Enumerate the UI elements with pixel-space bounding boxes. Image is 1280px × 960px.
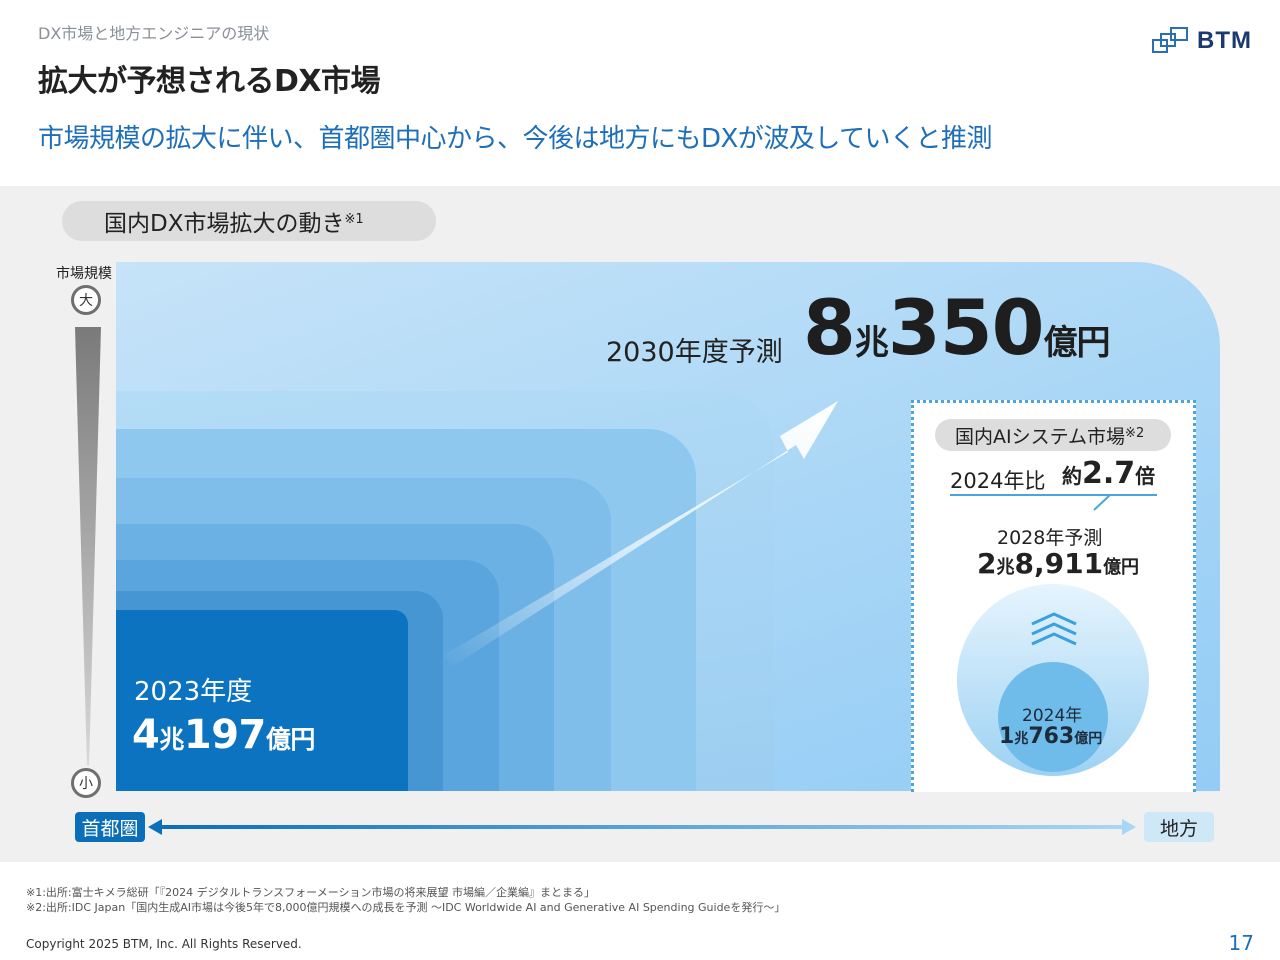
- ai-ratio-value: 約2.7倍: [1062, 456, 1155, 491]
- ai-2024-circle: [998, 662, 1108, 772]
- ai-ratio-label: 2024年比: [950, 469, 1046, 493]
- market-2023-trillion: 4: [132, 712, 160, 758]
- ai-ratio-underline: [950, 494, 1157, 496]
- market-layer-2023: [116, 610, 408, 791]
- footnote-1: ※1:出所:富士キメラ総研「『2024 デジタルトランスフォーメーション市場の将…: [26, 886, 596, 899]
- ai-2028-value: 2兆8,911億円: [977, 547, 1139, 580]
- forecast-2030-unit-yen: 億円: [1043, 323, 1111, 363]
- callout-pointer-icon: [1093, 494, 1111, 511]
- market-2023-unit-trillion: 兆: [159, 725, 184, 754]
- axis-bottom-marker: 小: [71, 768, 101, 798]
- ai-ratio-number: 2.7: [1082, 456, 1136, 491]
- ai-2024-unit-trillion: 兆: [1014, 731, 1029, 747]
- breadcrumb: DX市場と地方エンジニアの現状: [38, 24, 270, 43]
- ai-ratio-suffix: 倍: [1135, 464, 1156, 488]
- forecast-2030-trillion: 8: [803, 283, 856, 372]
- metro-area-tag: 首都圏: [75, 812, 145, 842]
- double-arrow-icon: [148, 819, 1136, 835]
- section-label-text: 国内DX市場拡大の動き: [104, 211, 345, 237]
- growth-arrow-icon: [444, 401, 838, 667]
- ai-market-label-text: 国内AIシステム市場: [955, 425, 1126, 448]
- market-2023-label: 2023年度: [134, 677, 253, 707]
- ai-2024-value: 1兆763億円: [999, 724, 1102, 749]
- forecast-2030-hundred-million: 350: [887, 283, 1045, 372]
- ai-market-label: 国内AIシステム市場 ※2: [935, 419, 1171, 451]
- ai-2024-label: 2024年: [1022, 706, 1083, 726]
- page-title: 拡大が予想されるDX市場: [38, 64, 381, 99]
- ai-2028-unit-trillion: 兆: [996, 557, 1015, 578]
- chevrons-up-icon: [1031, 612, 1077, 646]
- ai-2024-hundred-million: 763: [1028, 724, 1075, 749]
- section-label: 国内DX市場拡大の動き ※1: [62, 201, 436, 241]
- forecast-2030-label: 2030年度予測: [606, 337, 783, 368]
- axis-top-marker: 大: [71, 285, 101, 315]
- ai-2024-unit-yen: 億円: [1074, 731, 1103, 747]
- ai-market-note-mark: ※2: [1125, 425, 1145, 441]
- page-number: 17: [1228, 931, 1254, 955]
- ai-2024-trillion: 1: [999, 724, 1015, 749]
- axis-label: 市場規模: [56, 266, 112, 282]
- market-2023-value: 4兆197億円: [132, 712, 315, 758]
- logo-mark-icon: [1152, 27, 1189, 53]
- section-note-mark: ※1: [344, 211, 364, 227]
- company-logo: BTM: [1151, 26, 1252, 56]
- market-2023-unit-yen: 億円: [265, 725, 316, 754]
- footnote-2: ※2:出所:IDC Japan「国内生成AI市場は今後5年で8,000億円規模へ…: [26, 901, 786, 914]
- logo-text: BTM: [1197, 27, 1252, 54]
- ai-ratio-prefix: 約: [1062, 464, 1082, 488]
- regional-area-tag: 地方: [1144, 812, 1214, 842]
- ai-2028-trillion: 2: [977, 547, 997, 580]
- forecast-2030-value: 8兆350億円: [803, 290, 1111, 366]
- copyright: Copyright 2025 BTM, Inc. All Rights Rese…: [26, 937, 302, 951]
- forecast-2030-unit-trillion: 兆: [854, 323, 889, 363]
- ai-2028-label: 2028年予測: [997, 527, 1103, 549]
- page-subtitle: 市場規模の拡大に伴い、首都圏中心から、今後は地方にもDXが波及していくと推測: [38, 124, 993, 154]
- ai-2028-unit-yen: 億円: [1103, 557, 1140, 578]
- ai-2028-hundred-million: 8,911: [1014, 547, 1104, 580]
- market-2023-hundred-million: 197: [183, 712, 267, 758]
